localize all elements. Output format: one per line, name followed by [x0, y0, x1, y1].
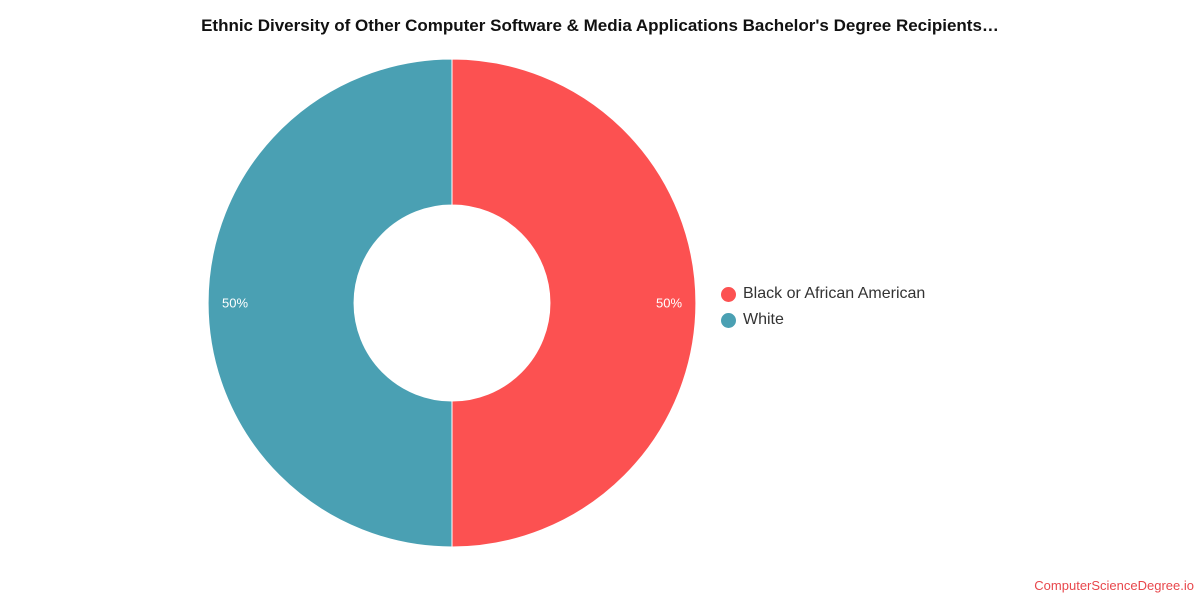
legend-item-0: Black or African American	[721, 281, 925, 307]
donut-slice-1	[207, 58, 453, 548]
slice-value-label-1: 50%	[222, 296, 248, 311]
legend-label-1: White	[743, 311, 784, 328]
legend-item-1: White	[721, 307, 925, 333]
legend-label-0: Black or African American	[743, 285, 926, 302]
donut-slice-0	[451, 58, 697, 548]
watermark: ComputerScienceDegree.io	[1034, 578, 1194, 593]
legend-swatch-1	[721, 312, 736, 328]
chart-legend: Black or African American White	[721, 281, 925, 333]
slice-value-label-0: 50%	[656, 296, 682, 311]
chart-title: Ethnic Diversity of Other Computer Softw…	[201, 16, 999, 35]
legend-swatch-0	[721, 286, 736, 302]
